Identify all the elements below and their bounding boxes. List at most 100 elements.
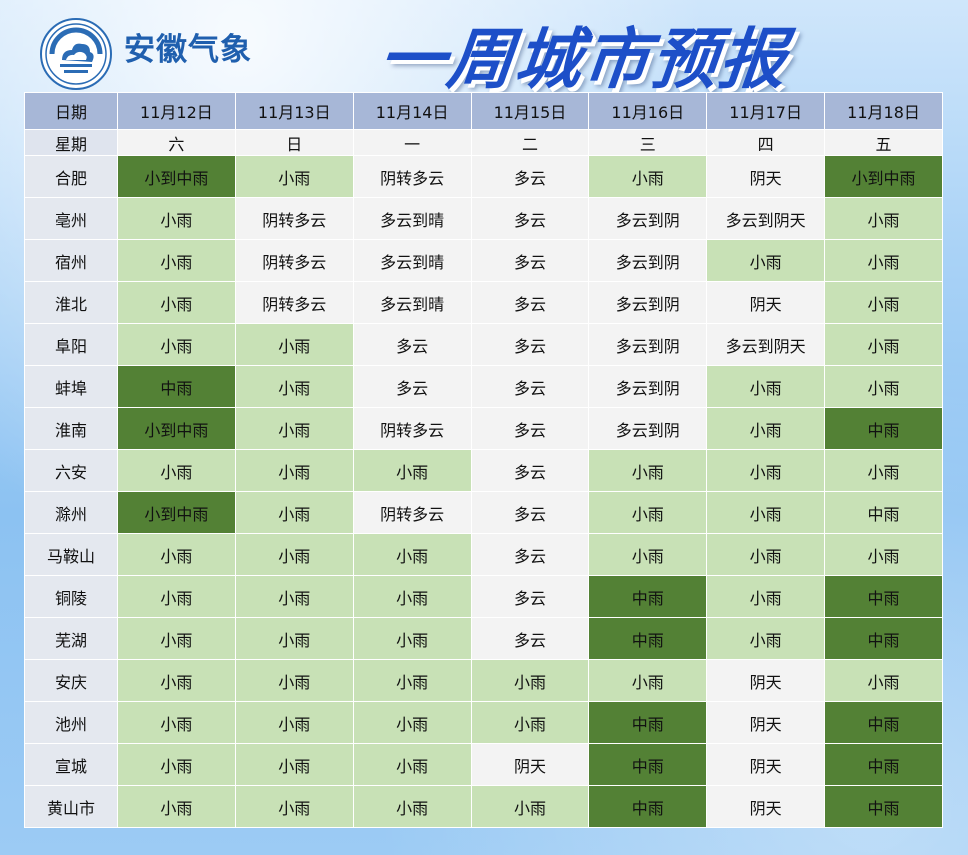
date-cell: 11月12日 xyxy=(117,92,236,130)
forecast-cell: 多云 xyxy=(352,365,472,408)
forecast-table: 日期 11月12日 11月13日 11月14日 11月15日 11月16日 11… xyxy=(24,92,943,828)
forecast-cell: 小雨 xyxy=(117,617,236,660)
forecast-cell: 小雨 xyxy=(117,533,236,576)
forecast-cell: 小雨 xyxy=(117,701,236,744)
weekday-row: 星期 六 日 一 二 三 四 五 xyxy=(24,129,943,156)
forecast-cell: 小雨 xyxy=(234,785,354,828)
forecast-cell: 阴天 xyxy=(706,701,826,744)
forecast-cell: 小雨 xyxy=(706,491,826,534)
forecast-cell: 阴天 xyxy=(706,659,826,702)
forecast-cell: 多云 xyxy=(470,575,590,618)
forecast-cell: 小雨 xyxy=(824,197,943,240)
forecast-cell: 阴转多云 xyxy=(234,281,354,324)
forecast-cell: 多云到阴天 xyxy=(706,197,826,240)
brand-name: 安徽气象 xyxy=(124,32,252,68)
forecast-cell: 中雨 xyxy=(824,701,943,744)
forecast-cell: 小雨 xyxy=(470,785,590,828)
date-cell: 11月17日 xyxy=(706,92,826,130)
table-row: 铜陵 小雨 小雨 小雨 多云 中雨 小雨 中雨 xyxy=(24,575,943,618)
date-cell: 11月14日 xyxy=(352,92,472,130)
forecast-cell: 小雨 xyxy=(352,785,472,828)
forecast-cell: 中雨 xyxy=(824,407,943,450)
forecast-cell: 小雨 xyxy=(706,449,826,492)
weekday-cell: 六 xyxy=(117,129,236,156)
forecast-cell: 小雨 xyxy=(588,449,708,492)
forecast-cell: 小雨 xyxy=(352,659,472,702)
forecast-cell: 小雨 xyxy=(706,407,826,450)
table-row: 宣城 小雨 小雨 小雨 阴天 中雨 阴天 中雨 xyxy=(24,743,943,786)
forecast-cell: 小雨 xyxy=(234,659,354,702)
table-row: 马鞍山 小雨 小雨 小雨 多云 小雨 小雨 小雨 xyxy=(24,533,943,576)
table-row: 滁州 小到中雨 小雨 阴转多云 多云 小雨 小雨 中雨 xyxy=(24,491,943,534)
forecast-cell: 小雨 xyxy=(117,785,236,828)
forecast-cell: 小雨 xyxy=(117,281,236,324)
weekday-cell: 二 xyxy=(470,129,590,156)
table-row: 阜阳 小雨 小雨 多云 多云 多云到阴 多云到阴天 小雨 xyxy=(24,323,943,366)
date-cell: 11月16日 xyxy=(588,92,708,130)
date-header-row: 日期 11月12日 11月13日 11月14日 11月15日 11月16日 11… xyxy=(24,92,943,130)
forecast-cell: 多云 xyxy=(352,323,472,366)
forecast-cell: 小雨 xyxy=(234,743,354,786)
forecast-cell: 小雨 xyxy=(824,365,943,408)
forecast-body: 合肥 小到中雨 小雨 阴转多云 多云 小雨 阴天 小到中雨 亳州 小雨 阴转多云 多云到晴 多云 多云到阴… xyxy=(24,155,943,828)
forecast-cell: 中雨 xyxy=(588,743,708,786)
table-row: 淮南 小到中雨 小雨 阴转多云 多云 多云到阴 小雨 中雨 xyxy=(24,407,943,450)
forecast-cell: 小雨 xyxy=(117,659,236,702)
forecast-cell: 中雨 xyxy=(824,785,943,828)
table-row: 蚌埠 中雨 小雨 多云 多云 多云到阴 小雨 小雨 xyxy=(24,365,943,408)
forecast-cell: 小雨 xyxy=(824,323,943,366)
forecast-cell: 阴天 xyxy=(470,743,590,786)
table-row: 安庆 小雨 小雨 小雨 小雨 小雨 阴天 小雨 xyxy=(24,659,943,702)
forecast-cell: 阴转多云 xyxy=(352,491,472,534)
city-name: 滁州 xyxy=(24,491,118,534)
forecast-cell: 中雨 xyxy=(824,575,943,618)
forecast-cell: 小雨 xyxy=(588,491,708,534)
forecast-cell: 阴天 xyxy=(706,155,826,198)
city-name: 池州 xyxy=(24,701,118,744)
forecast-cell: 小到中雨 xyxy=(117,491,236,534)
forecast-cell: 小雨 xyxy=(824,533,943,576)
city-name: 黄山市 xyxy=(24,785,118,828)
city-name: 蚌埠 xyxy=(24,365,118,408)
meteorological-bureau-logo-icon xyxy=(40,18,112,90)
forecast-cell: 小雨 xyxy=(706,617,826,660)
forecast-cell: 多云到阴天 xyxy=(706,323,826,366)
city-name: 淮南 xyxy=(24,407,118,450)
forecast-cell: 多云 xyxy=(470,197,590,240)
forecast-cell: 阴转多云 xyxy=(352,407,472,450)
forecast-cell: 阴转多云 xyxy=(234,239,354,282)
forecast-cell: 小雨 xyxy=(706,575,826,618)
forecast-cell: 阴转多云 xyxy=(352,155,472,198)
forecast-cell: 多云到阴 xyxy=(588,197,708,240)
forecast-cell: 多云 xyxy=(470,323,590,366)
forecast-cell: 小雨 xyxy=(706,365,826,408)
forecast-cell: 中雨 xyxy=(588,617,708,660)
city-name: 安庆 xyxy=(24,659,118,702)
date-cell: 11月18日 xyxy=(824,92,943,130)
forecast-cell: 多云到晴 xyxy=(352,197,472,240)
forecast-cell: 多云 xyxy=(470,281,590,324)
weekday-cell: 日 xyxy=(234,129,354,156)
forecast-cell: 小雨 xyxy=(352,533,472,576)
forecast-cell: 小雨 xyxy=(352,743,472,786)
city-name: 六安 xyxy=(24,449,118,492)
table-row: 宿州 小雨 阴转多云 多云到晴 多云 多云到阴 小雨 小雨 xyxy=(24,239,943,282)
weekday-cell: 三 xyxy=(588,129,708,156)
header: 安徽气象 一周城市预报 xyxy=(0,0,968,98)
forecast-cell: 小雨 xyxy=(234,365,354,408)
forecast-cell: 小雨 xyxy=(117,239,236,282)
forecast-cell: 小雨 xyxy=(117,449,236,492)
weekday-cell: 一 xyxy=(352,129,472,156)
table-row: 淮北 小雨 阴转多云 多云到晴 多云 多云到阴 阴天 小雨 xyxy=(24,281,943,324)
forecast-cell: 小雨 xyxy=(824,281,943,324)
city-name: 亳州 xyxy=(24,197,118,240)
table-row: 芜湖 小雨 小雨 小雨 多云 中雨 小雨 中雨 xyxy=(24,617,943,660)
forecast-cell: 多云到晴 xyxy=(352,281,472,324)
page-title: 一周城市预报 xyxy=(375,21,792,98)
forecast-cell: 小雨 xyxy=(824,449,943,492)
forecast-cell: 小雨 xyxy=(470,659,590,702)
forecast-cell: 小雨 xyxy=(234,491,354,534)
forecast-cell: 小雨 xyxy=(352,575,472,618)
forecast-cell: 阴天 xyxy=(706,785,826,828)
city-name: 阜阳 xyxy=(24,323,118,366)
